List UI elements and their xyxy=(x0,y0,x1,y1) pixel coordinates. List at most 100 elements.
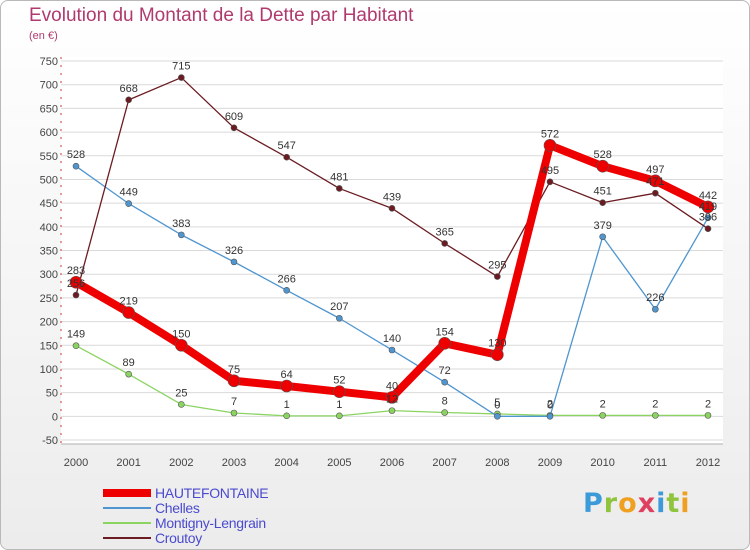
x-tick-label: 2008 xyxy=(485,457,509,469)
data-point-montigny-lengrain xyxy=(283,412,290,420)
data-point-hautefontaine xyxy=(385,391,399,404)
data-label-hautefontaine: 154 xyxy=(435,326,453,338)
data-point-hautefontaine xyxy=(333,385,346,398)
data-label-chelles: 383 xyxy=(172,218,190,230)
data-point-croutoy xyxy=(230,124,238,132)
chart-title: Evolution du Montant de la Dette par Hab… xyxy=(29,5,414,26)
data-label-montigny-lengrain: 12 xyxy=(386,394,398,406)
data-label-hautefontaine: 75 xyxy=(228,364,240,376)
y-tick-label: 50 xyxy=(46,388,58,400)
data-label-montigny-lengrain: 149 xyxy=(67,329,85,341)
x-tick-label: 2001 xyxy=(116,457,140,469)
logo-letter: P xyxy=(583,488,604,519)
data-point-hautefontaine xyxy=(280,379,293,393)
x-tick-label: 2002 xyxy=(169,457,193,469)
data-point-chelles xyxy=(494,413,501,420)
data-point-hautefontaine xyxy=(122,306,135,319)
data-label-chelles: 419 xyxy=(699,201,717,213)
x-tick-label: 2004 xyxy=(274,457,298,469)
data-label-chelles: 207 xyxy=(330,301,348,313)
data-point-hautefontaine xyxy=(175,338,188,352)
data-label-hautefontaine: 52 xyxy=(333,375,345,387)
y-tick-label: 200 xyxy=(40,317,58,329)
data-label-hautefontaine: 40 xyxy=(386,380,398,392)
data-label-croutoy: 256 xyxy=(67,278,85,290)
data-label-croutoy: 495 xyxy=(541,165,559,177)
data-label-croutoy: 668 xyxy=(119,83,137,95)
x-tick-label: 2009 xyxy=(538,457,562,469)
logo-letter: t xyxy=(666,488,681,519)
legend-swatch xyxy=(103,537,151,539)
data-point-chelles xyxy=(178,231,185,239)
data-point-hautefontaine xyxy=(701,200,715,214)
data-label-hautefontaine: 442 xyxy=(699,190,717,202)
y-tick-label: 350 xyxy=(40,246,58,258)
data-point-croutoy xyxy=(704,225,712,233)
data-label-montigny-lengrain: 2 xyxy=(705,398,711,410)
data-label-hautefontaine: 497 xyxy=(646,164,664,176)
data-point-chelles xyxy=(72,162,80,170)
x-tick-label: 2007 xyxy=(432,457,456,469)
data-point-croutoy xyxy=(336,185,343,192)
data-point-montigny-lengrain xyxy=(72,342,80,350)
data-label-montigny-lengrain: 2 xyxy=(652,398,658,410)
logo-letter: r xyxy=(603,488,619,519)
data-label-montigny-lengrain: 1 xyxy=(336,399,342,411)
data-point-chelles xyxy=(441,378,448,386)
data-point-hautefontaine xyxy=(596,159,609,173)
x-tick-label: 2010 xyxy=(590,457,614,469)
chart-subtitle: (en €) xyxy=(29,30,58,42)
x-tick-label: 2000 xyxy=(64,457,88,469)
data-point-croutoy xyxy=(178,74,185,81)
data-label-montigny-lengrain: 2 xyxy=(600,398,606,410)
y-tick-label: 250 xyxy=(40,293,58,305)
legend-swatch xyxy=(103,522,151,524)
data-label-croutoy: 451 xyxy=(593,186,611,198)
x-tick-label: 2003 xyxy=(222,457,246,469)
data-point-croutoy xyxy=(125,96,132,104)
data-label-croutoy: 365 xyxy=(435,226,453,238)
data-label-chelles: 140 xyxy=(383,333,401,345)
data-point-chelles xyxy=(652,305,659,313)
y-tick-label: 300 xyxy=(40,269,58,281)
y-tick-label: 600 xyxy=(40,127,58,139)
legend-swatch xyxy=(103,489,151,497)
data-point-montigny-lengrain xyxy=(652,412,659,419)
data-label-croutoy: 715 xyxy=(172,61,190,73)
y-tick-label: 0 xyxy=(52,411,58,423)
data-point-montigny-lengrain xyxy=(388,407,396,414)
data-label-montigny-lengrain: 1 xyxy=(284,399,290,411)
data-point-chelles xyxy=(388,346,396,354)
x-tick-label: 2005 xyxy=(327,457,351,469)
data-label-hautefontaine: 150 xyxy=(172,328,190,340)
data-point-chelles xyxy=(283,286,290,294)
data-point-croutoy xyxy=(494,273,501,280)
data-point-chelles xyxy=(336,314,343,322)
data-label-hautefontaine: 130 xyxy=(488,338,506,350)
data-label-croutoy: 396 xyxy=(699,212,717,224)
data-point-croutoy xyxy=(441,240,448,247)
y-tick-label: -50 xyxy=(42,435,58,447)
logo-letter: i xyxy=(656,488,667,519)
x-tick-label: 2006 xyxy=(380,457,404,469)
y-tick-label: 450 xyxy=(40,198,58,210)
data-label-montigny-lengrain: 25 xyxy=(175,387,187,399)
logo-letter: x xyxy=(637,488,657,519)
data-label-hautefontaine: 64 xyxy=(281,369,293,381)
y-tick-label: 750 xyxy=(40,56,58,68)
data-label-chelles: 266 xyxy=(277,273,295,285)
data-point-montigny-lengrain xyxy=(230,409,238,417)
data-point-chelles xyxy=(546,413,554,420)
data-label-croutoy: 481 xyxy=(330,171,348,183)
data-point-montigny-lengrain xyxy=(178,401,185,408)
data-label-montigny-lengrain: 7 xyxy=(231,396,237,408)
data-point-croutoy xyxy=(388,205,396,212)
y-tick-label: 100 xyxy=(40,364,58,376)
y-tick-label: 500 xyxy=(40,174,58,186)
data-label-montigny-lengrain: 89 xyxy=(123,357,135,369)
data-label-chelles: 379 xyxy=(593,220,611,232)
data-label-chelles: 528 xyxy=(67,149,85,161)
data-point-chelles xyxy=(125,200,132,207)
data-label-croutoy: 547 xyxy=(277,140,295,152)
proxiti-logo: Proxiti xyxy=(583,488,691,519)
